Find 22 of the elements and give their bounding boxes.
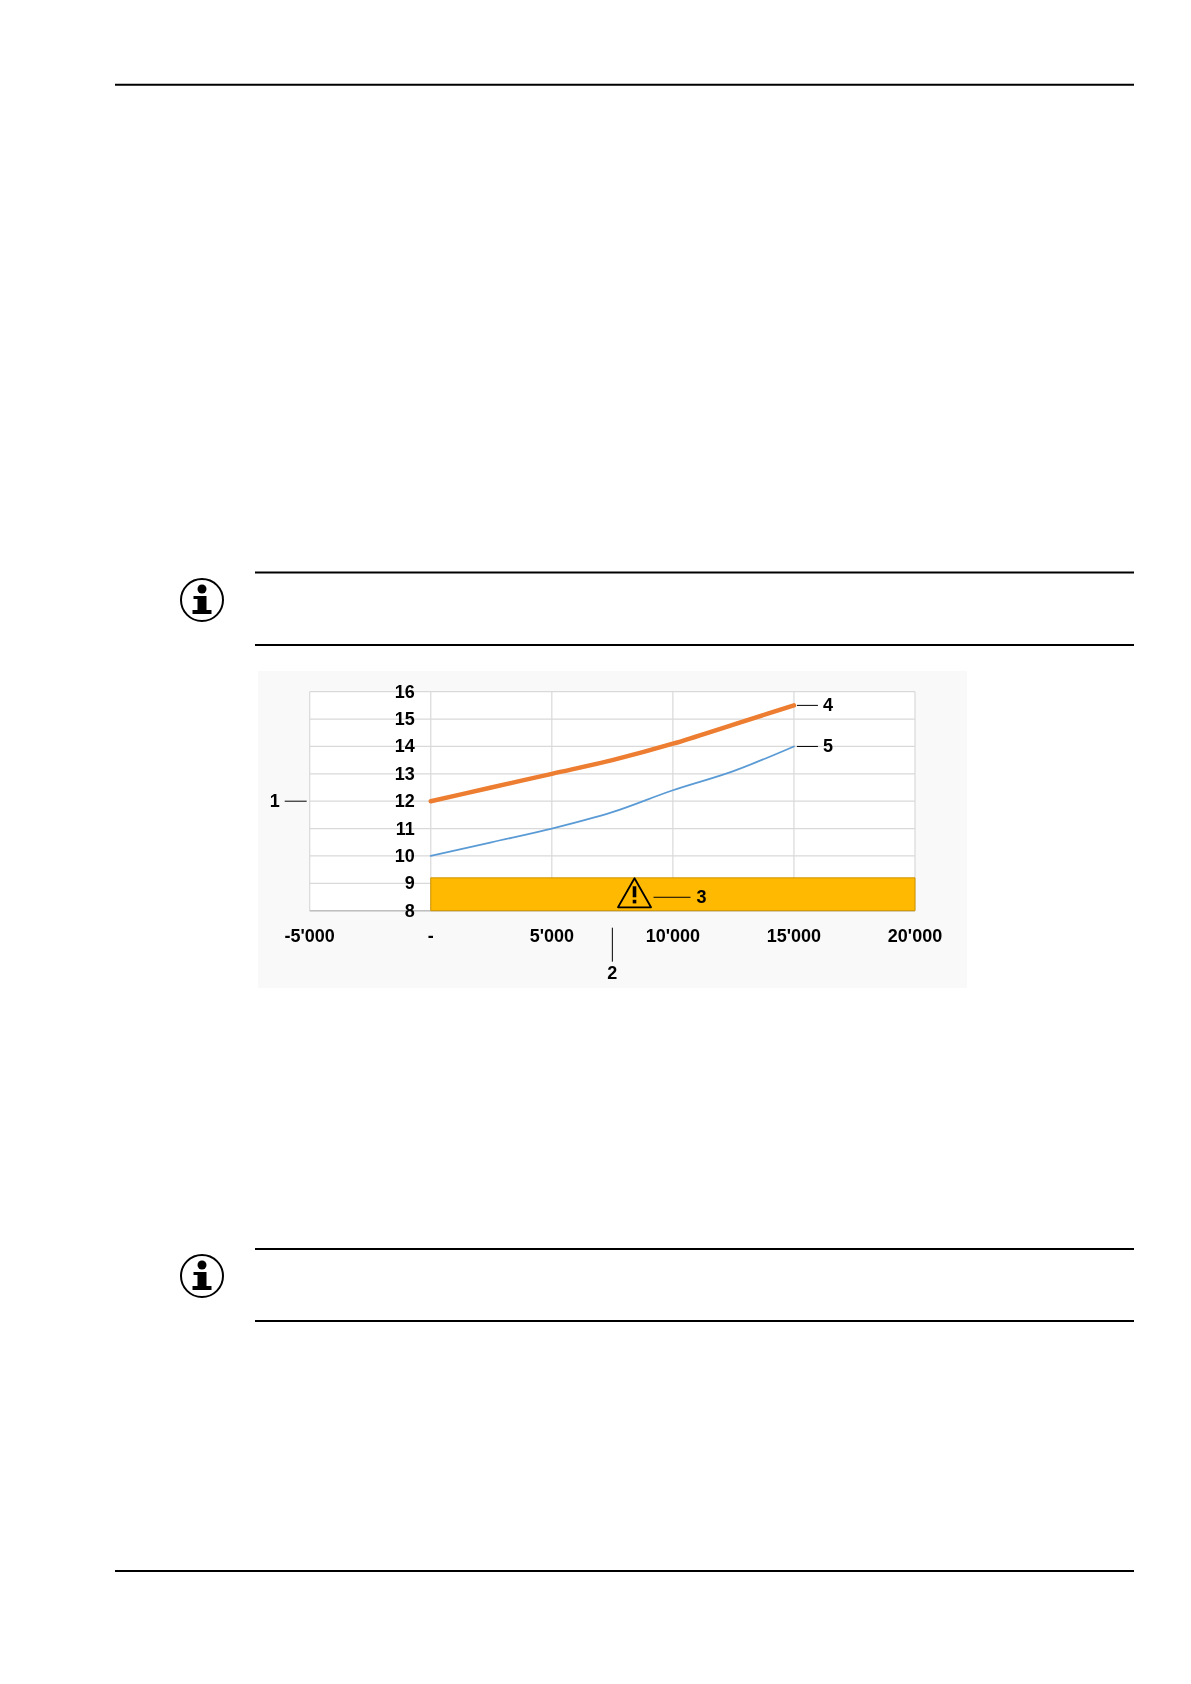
- annotation: 3: [696, 887, 707, 908]
- x-tick-label: 10'000: [645, 925, 701, 946]
- x-tick-label: -: [427, 925, 434, 946]
- line-series: [429, 745, 795, 857]
- y-tick-label: 9: [404, 873, 415, 894]
- y-axis-title: 1: [269, 791, 280, 812]
- y-tick-label: 16: [394, 681, 415, 702]
- x-tick-label: 20'000: [887, 925, 943, 946]
- x-tick-label: -5'000: [284, 925, 335, 946]
- x-tick-label: 15'000: [766, 925, 822, 946]
- y-tick-label: 12: [394, 791, 415, 812]
- y-tick-label: 14: [394, 736, 415, 757]
- x-axis-title: 2: [607, 962, 618, 983]
- line-series: [428, 703, 797, 804]
- x-tick-label: 5'000: [529, 925, 574, 946]
- y-tick-label: 10: [394, 845, 415, 866]
- y-tick-label: 8: [404, 900, 415, 921]
- y-tick-label: 15: [394, 709, 415, 730]
- y-tick-label: 11: [395, 818, 415, 839]
- series-label: 5: [822, 736, 833, 757]
- series-label: 4: [822, 695, 833, 716]
- y-tick-label: 13: [394, 763, 415, 784]
